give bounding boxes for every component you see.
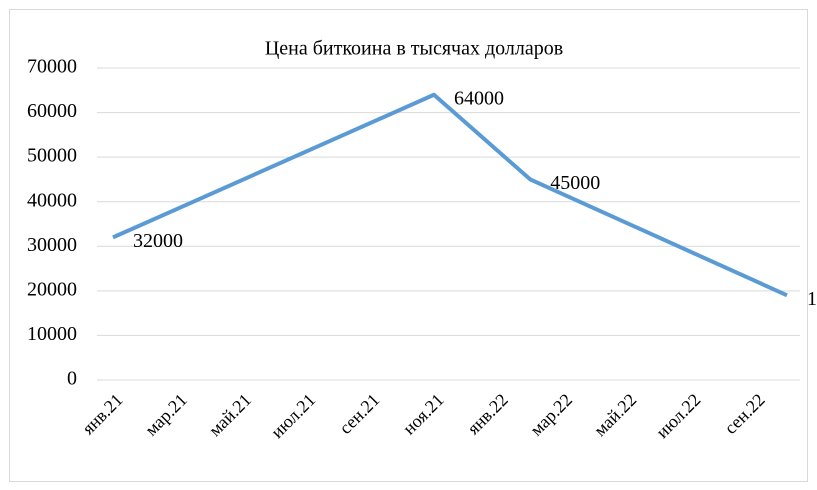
- data-label: 19000: [807, 288, 817, 310]
- y-tick-label: 0: [67, 368, 77, 390]
- y-tick-label: 20000: [27, 278, 77, 300]
- line-series: [112, 92, 788, 298]
- y-tick-label: 70000: [27, 56, 77, 78]
- y-tick-label: 30000: [27, 234, 77, 256]
- chart-title: Цена биткоина в тысячах долларов: [265, 38, 563, 60]
- data-label: 64000: [454, 87, 504, 109]
- y-tick-label: 50000: [27, 145, 77, 167]
- data-label: 45000: [550, 172, 600, 194]
- y-tick-label: 40000: [27, 189, 77, 211]
- y-tick-label: 60000: [27, 100, 77, 122]
- data-label: 32000: [133, 230, 183, 252]
- y-tick-label: 10000: [27, 323, 77, 345]
